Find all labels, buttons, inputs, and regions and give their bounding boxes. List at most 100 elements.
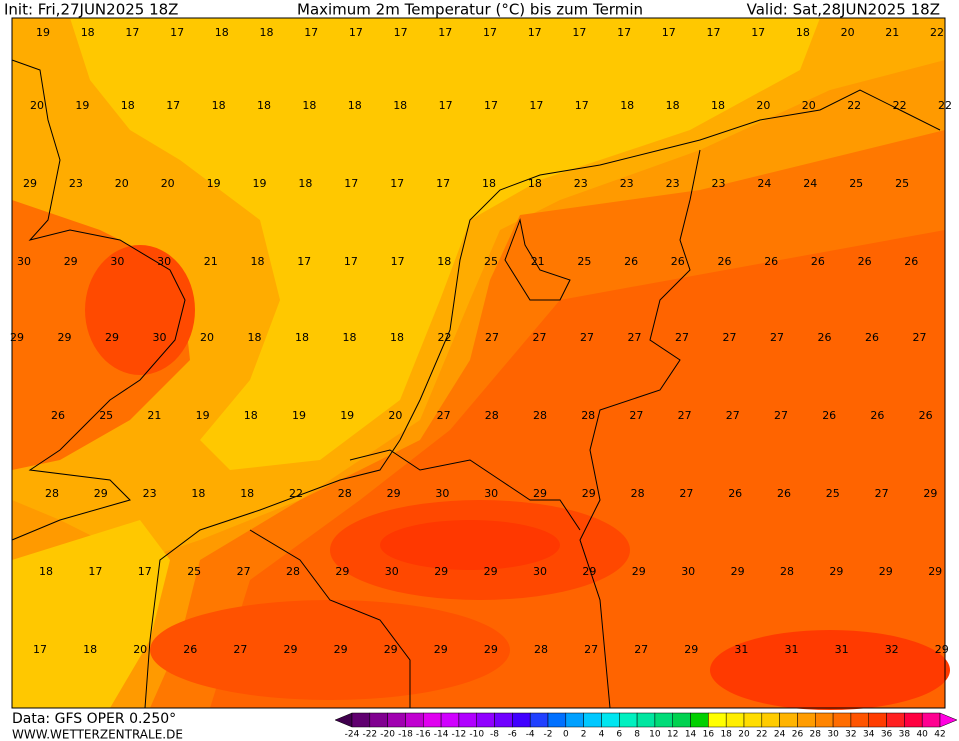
temperature-label: 18 bbox=[215, 26, 229, 39]
temperature-label: 17 bbox=[344, 255, 358, 268]
temperature-label: 21 bbox=[885, 26, 899, 39]
temperature-label: 18 bbox=[343, 331, 357, 344]
temperature-label: 18 bbox=[348, 99, 362, 112]
temperature-label: 31 bbox=[835, 643, 849, 656]
colorbar-tick-label: -10 bbox=[469, 730, 484, 740]
colorbar-tick-label: 4 bbox=[599, 730, 605, 740]
temperature-label: 17 bbox=[662, 26, 676, 39]
colorbar-tick-label: -12 bbox=[452, 730, 467, 740]
temperature-label: 29 bbox=[284, 643, 298, 656]
temperature-label: 27 bbox=[580, 331, 594, 344]
colorbar-box bbox=[636, 712, 656, 728]
temperature-label: 29 bbox=[484, 643, 498, 656]
colorbar-box bbox=[708, 712, 727, 728]
valid-time: Valid: Sat,28JUN2025 18Z bbox=[747, 1, 940, 19]
colorbar: -24 -22 -20 -18 -16 -14 -12 -10 -8 -6 -4 -2 0 2 4 6 8 10 1… bbox=[334, 712, 958, 740]
temperature-label: 17 bbox=[438, 26, 452, 39]
colorbar-tick-label: 8 bbox=[634, 730, 640, 740]
temperature-label: 20 bbox=[161, 177, 175, 190]
temperature-label: 26 bbox=[728, 487, 742, 500]
colorbar-box bbox=[815, 712, 834, 728]
temperature-label: 17 bbox=[751, 26, 765, 39]
temperature-label: 18 bbox=[796, 26, 810, 39]
temperature-label: 17 bbox=[138, 565, 152, 578]
temperature-label: 26 bbox=[718, 255, 732, 268]
temperature-label: 30 bbox=[17, 255, 31, 268]
temperature-label: 28 bbox=[581, 409, 595, 422]
colorbar-box bbox=[743, 712, 763, 728]
temperature-label: 21 bbox=[531, 255, 545, 268]
temperature-label: 20 bbox=[388, 409, 402, 422]
colorbar-box bbox=[601, 712, 620, 728]
temperature-label: 23 bbox=[143, 487, 157, 500]
colorbar-box bbox=[529, 712, 549, 728]
coastline bbox=[504, 218, 571, 301]
temperature-label: 20 bbox=[841, 26, 855, 39]
colorbar-box bbox=[405, 712, 424, 728]
colorbar-box bbox=[654, 712, 673, 728]
colorbar-box bbox=[672, 712, 691, 728]
colorbar-box bbox=[512, 712, 531, 728]
temperature-label: 17 bbox=[529, 99, 543, 112]
colorbar-tick-label: -18 bbox=[398, 730, 413, 740]
colorbar-tick-label: -8 bbox=[490, 730, 499, 740]
temperature-label: 18 bbox=[257, 99, 271, 112]
temperature-label: 31 bbox=[734, 643, 748, 656]
colorbar-box bbox=[547, 712, 567, 728]
field-hot bbox=[150, 600, 510, 700]
temperature-label: 17 bbox=[484, 99, 498, 112]
init-time: Init: Fri,27JUN2025 18Z bbox=[4, 1, 178, 19]
temperature-label: 18 bbox=[666, 99, 680, 112]
field-hot bbox=[380, 520, 560, 570]
temperature-label: 17 bbox=[436, 177, 450, 190]
temperature-label: 25 bbox=[849, 177, 863, 190]
temperature-label: 20 bbox=[756, 99, 770, 112]
colorbar-box bbox=[832, 712, 852, 728]
colorbar-box bbox=[904, 712, 923, 728]
temperature-label: 24 bbox=[803, 177, 817, 190]
colorbar-tick-label: 16 bbox=[703, 730, 715, 740]
temperature-label: 18 bbox=[298, 177, 312, 190]
temperature-label: 19 bbox=[253, 177, 267, 190]
temperature-label: 17 bbox=[166, 99, 180, 112]
colorbar-box bbox=[779, 712, 798, 728]
temperature-label: 26 bbox=[818, 331, 832, 344]
colorbar-box bbox=[797, 712, 816, 728]
temperature-label: 25 bbox=[99, 409, 113, 422]
temperature-label: 23 bbox=[666, 177, 680, 190]
colorbar-box bbox=[458, 712, 477, 728]
field-hot bbox=[710, 630, 950, 710]
temperature-label: 26 bbox=[183, 643, 197, 656]
temperature-label: 17 bbox=[349, 26, 363, 39]
temperature-label: 26 bbox=[764, 255, 778, 268]
temperature-labels: 19 18 17 17 18 18 17 17 17 17 17 17 17 17 17 17 17 18 20 21… bbox=[10, 26, 952, 656]
temperature-label: 26 bbox=[51, 409, 65, 422]
temperature-label: 17 bbox=[88, 565, 102, 578]
colorbar-tick-label: 12 bbox=[667, 730, 678, 740]
temperature-label: 18 bbox=[39, 565, 53, 578]
temperature-label: 17 bbox=[304, 26, 318, 39]
temperature-label: 17 bbox=[572, 26, 586, 39]
temperature-label: 30 bbox=[385, 565, 399, 578]
temperature-label: 28 bbox=[45, 487, 59, 500]
colorbar-tick-label: 2 bbox=[581, 730, 587, 740]
temperature-label: 27 bbox=[913, 331, 927, 344]
colorbar-box bbox=[583, 712, 602, 728]
temperature-label: 25 bbox=[577, 255, 591, 268]
temperature-label: 19 bbox=[292, 409, 306, 422]
temperature-label: 30 bbox=[153, 331, 167, 344]
colorbar-tick-label: 42 bbox=[934, 730, 945, 740]
temperature-label: 27 bbox=[723, 331, 737, 344]
temperature-label: 20 bbox=[802, 99, 816, 112]
border bbox=[349, 449, 581, 531]
temperature-label: 22 bbox=[438, 331, 452, 344]
colorbar-tick-label: 10 bbox=[649, 730, 661, 740]
temperature-label: 24 bbox=[757, 177, 771, 190]
temperature-label: 25 bbox=[826, 487, 840, 500]
temperature-label: 17 bbox=[297, 255, 311, 268]
temperature-label: 17 bbox=[394, 26, 408, 39]
colorbar-box bbox=[850, 712, 869, 728]
border bbox=[249, 529, 411, 708]
colorbar-tick-label: 32 bbox=[845, 730, 856, 740]
temperature-label: 17 bbox=[483, 26, 497, 39]
